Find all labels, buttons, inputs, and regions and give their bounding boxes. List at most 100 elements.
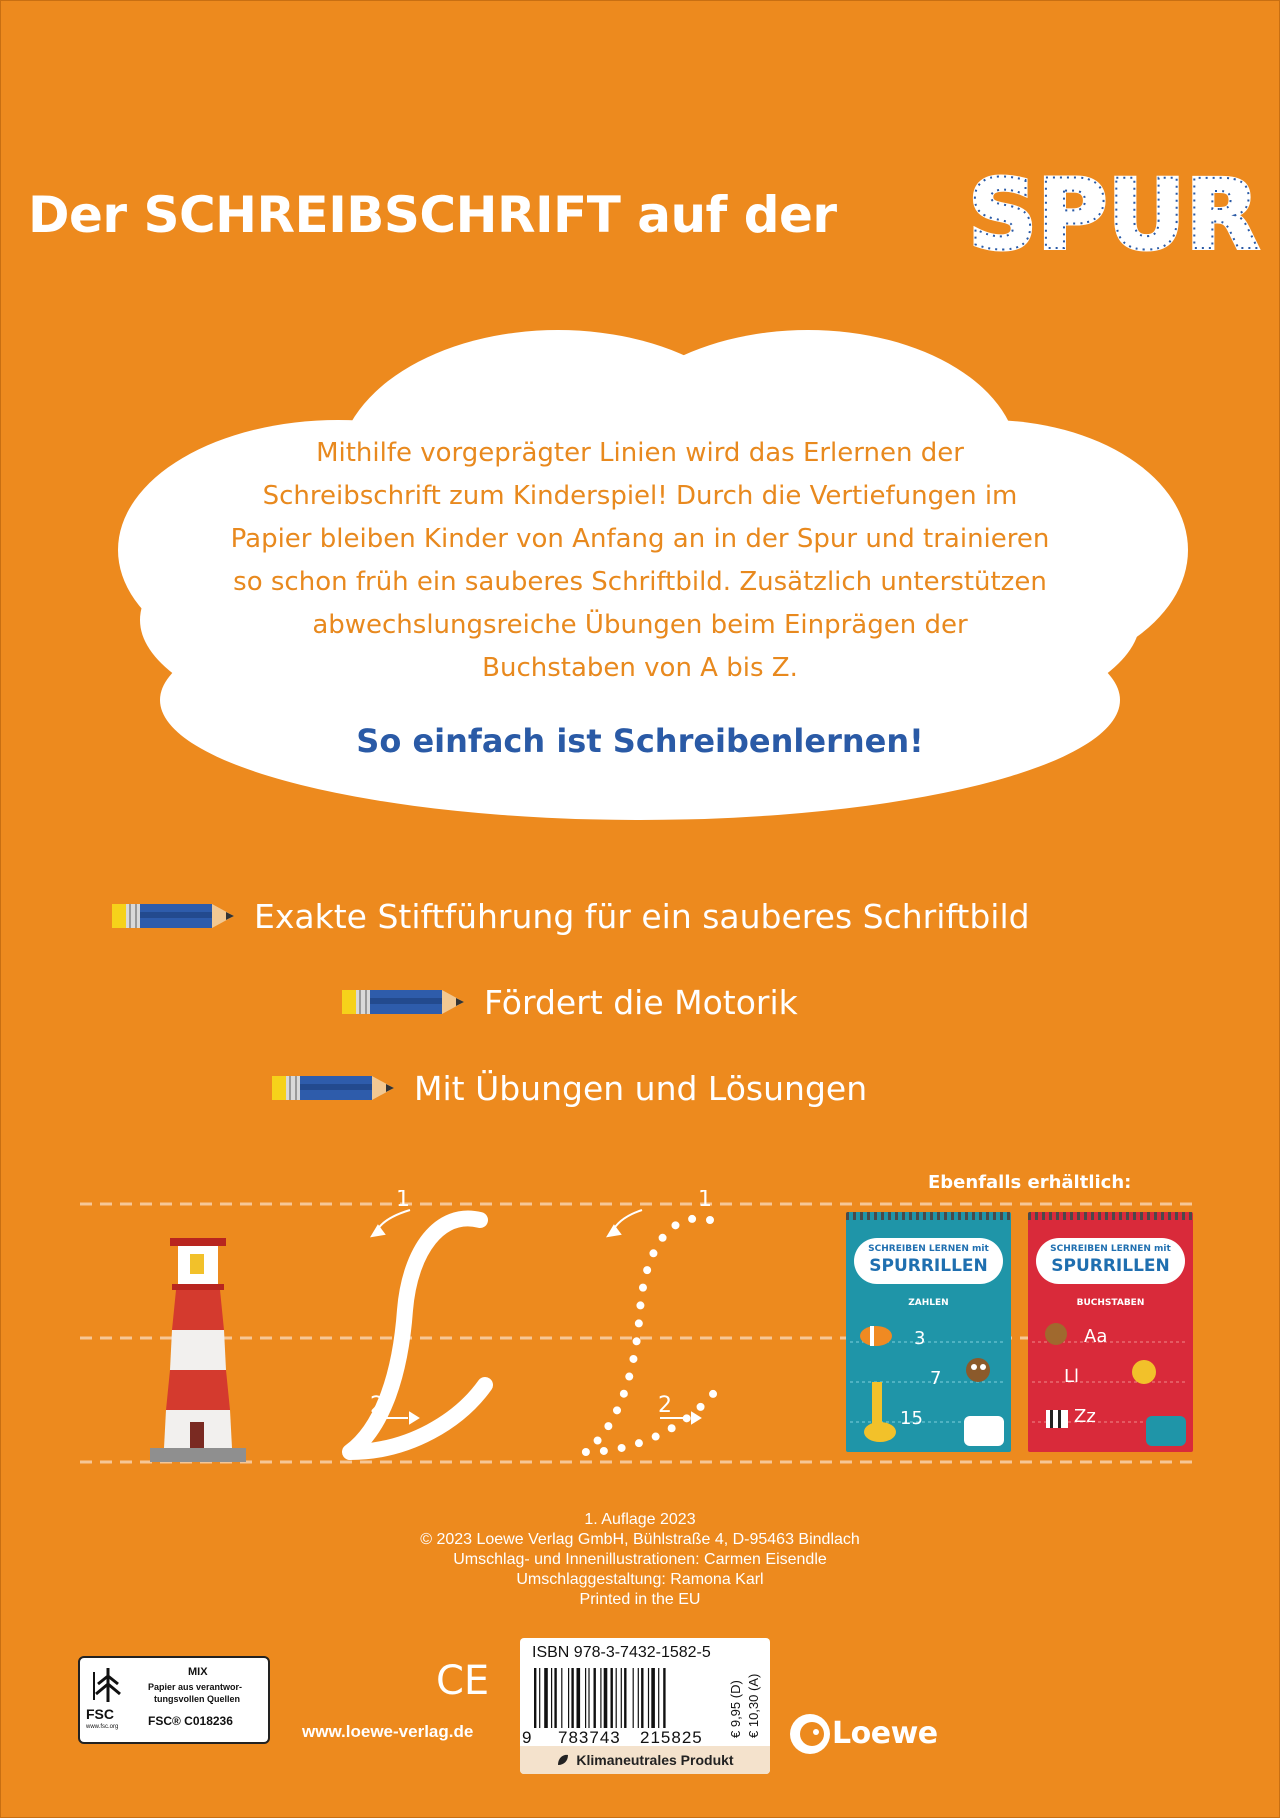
fsc-url: www.fsc.org [86, 1724, 119, 1730]
feature-item: Exakte Stiftführung für ein sauberes Sch… [110, 896, 1030, 936]
climate-neutral-badge: Klimaneutrales Produkt [520, 1746, 770, 1774]
barcode-bar [641, 1668, 644, 1728]
barcode-bar [651, 1668, 655, 1728]
barcode-digits-right: 215825 [640, 1728, 703, 1747]
stroke-arrow-2b [660, 1411, 702, 1425]
spur-text: SPUR [968, 168, 1259, 268]
barcode-bar [585, 1668, 587, 1728]
barcode-bar [620, 1668, 622, 1728]
barcode-bar [624, 1668, 627, 1728]
imprint-line: 1. Auflage 2023 [584, 1511, 696, 1528]
book-series: SCHREIBEN LERNEN mit [868, 1244, 989, 1254]
zebra-icon [1046, 1410, 1068, 1428]
letter-l-solid [342, 1210, 493, 1460]
fsc-label: FSC www.fsc.org MIX Papier aus verantwor… [78, 1656, 270, 1744]
book-spiral [1028, 1212, 1193, 1220]
barcode-digit-first: 9 [522, 1728, 532, 1747]
feature-label: Mit Übungen und Lösungen [414, 1068, 868, 1108]
climate-neutral-label: Klimaneutrales Produkt [576, 1752, 734, 1768]
book-title: SPURRILLEN [869, 1256, 988, 1276]
leopard-icon [1132, 1360, 1156, 1384]
fish-icon [860, 1326, 892, 1346]
stroke-number-2: 2 [370, 1393, 384, 1418]
feature-item: Mit Übungen und Lösungen [270, 1068, 867, 1108]
blurb-line: Buchstaben von A bis Z. [482, 653, 798, 683]
lighthouse-icon [150, 1238, 246, 1462]
barcode-bar [600, 1668, 602, 1728]
barcode-bar [571, 1668, 574, 1728]
book-digit: 3 [914, 1328, 925, 1349]
publisher-website[interactable]: www.loewe-verlag.de [302, 1722, 474, 1741]
book-cover-zahlen[interactable]: SCHREIBEN LERNEN mit SPURRILLEN ZAHLEN 3… [846, 1212, 1011, 1452]
blurb-line: Schreibschrift zum Kinderspiel! Durch di… [262, 481, 1018, 511]
loewe-wordmark: Loewe [832, 1716, 938, 1751]
leaf-icon [558, 1754, 569, 1765]
barcode-bar [637, 1668, 639, 1728]
barcode-bar [551, 1668, 553, 1728]
barcode-bar [534, 1668, 537, 1728]
barcode-digits-left: 783743 [558, 1728, 621, 1747]
writing-practice-illustration: 1 2 1 2 [80, 1190, 1200, 1464]
barcode-bar [576, 1668, 581, 1728]
barcode-bar [593, 1668, 596, 1728]
owl-icon [966, 1358, 990, 1382]
barcode-bar [663, 1668, 666, 1728]
stroke-number-1: 1 [396, 1190, 410, 1212]
blurb-line: abwechslungsreiche Übungen beim Einpräge… [312, 610, 968, 640]
barcode-bar [561, 1668, 563, 1728]
book-cover-buchstaben[interactable]: SCHREIBEN LERNEN mit SPURRILLEN BUCHSTAB… [1028, 1212, 1193, 1452]
book-illustration: Aa Ll Zz [1032, 1323, 1188, 1446]
barcode-bar [632, 1668, 634, 1728]
imprint-line: Umschlaggestaltung: Ramona Karl [516, 1571, 764, 1588]
imprint-line: Printed in the EU [579, 1591, 701, 1608]
fsc-code: FSC® C018236 [148, 1714, 233, 1728]
speech-cloud [118, 330, 1188, 820]
ce-mark: CE [436, 1660, 489, 1700]
book-letters: Aa [1084, 1326, 1107, 1347]
page-title: Der SCHREIBSCHRIFT auf der SPUR SPUR [28, 168, 1261, 278]
stroke-arrow-1b [606, 1209, 643, 1238]
also-available-label: Ebenfalls erhältlich: [928, 1172, 1132, 1193]
book-digit: 7 [930, 1368, 941, 1389]
barcode-bar [539, 1668, 541, 1728]
fsc-tree-icon [93, 1668, 121, 1702]
book-title-cloud [854, 1238, 1003, 1284]
book-subtitle: BUCHSTABEN [1076, 1298, 1145, 1308]
imprint-line: © 2023 Loewe Verlag GmbH, Bühlstraße 4, … [420, 1531, 860, 1548]
fsc-text-1: Papier aus verantwor- [148, 1682, 243, 1692]
book-series: SCHREIBEN LERNEN mit [1050, 1244, 1171, 1254]
svg-text:CE: CE [436, 1660, 489, 1700]
imprint-line: Umschlag- und Innenillustrationen: Carme… [453, 1551, 827, 1568]
stroke-number-2b: 2 [658, 1393, 672, 1418]
blurb-line: so schon früh ein sauberes Schriftbild. … [233, 567, 1047, 597]
price-austria: € 10,30 (A) [746, 1673, 761, 1738]
barcode-bar [554, 1668, 557, 1728]
monkey-icon [1045, 1323, 1067, 1345]
title-text: Der SCHREIBSCHRIFT auf der [28, 186, 837, 244]
isbn-barcode-label: ISBN 978-3-7432-1582-5 9 783743 215825 €… [520, 1638, 770, 1774]
book-title-cloud [1036, 1238, 1185, 1284]
book-letters: Zz [1074, 1406, 1096, 1427]
pencil-icon [272, 1076, 394, 1100]
publisher-logo: Loewe [788, 1706, 958, 1762]
letter-l-dotted [572, 1214, 724, 1457]
barcode-bar [610, 1668, 613, 1728]
price-germany: € 9,95 (D) [728, 1680, 743, 1738]
book-title: SPURRILLEN [1051, 1256, 1170, 1276]
blurb-tagline: So einfach ist Schreibenlernen! [356, 722, 924, 760]
book-subtitle: ZAHLEN [908, 1298, 949, 1308]
book-letters: Ll [1064, 1366, 1079, 1387]
blurb-text: Mithilfe vorgeprägter Linien wird das Er… [140, 432, 1140, 690]
fsc-abbr: FSC [86, 1706, 114, 1722]
stroke-number-1b: 1 [698, 1190, 712, 1212]
barcode-bar [658, 1668, 660, 1728]
spur-dotted-outline: SPUR [968, 168, 1259, 268]
giraffe-icon [872, 1382, 882, 1426]
barcode-bar [615, 1668, 617, 1728]
pencil-icon [112, 904, 234, 928]
stroke-arrow-2 [370, 1411, 420, 1425]
blurb-line: Papier bleiben Kinder von Anfang an in d… [230, 524, 1050, 554]
blurb-line: Mithilfe vorgeprägter Linien wird das Er… [316, 438, 964, 468]
barcode-bar [647, 1668, 650, 1728]
stroke-arrow-1 [370, 1209, 411, 1238]
